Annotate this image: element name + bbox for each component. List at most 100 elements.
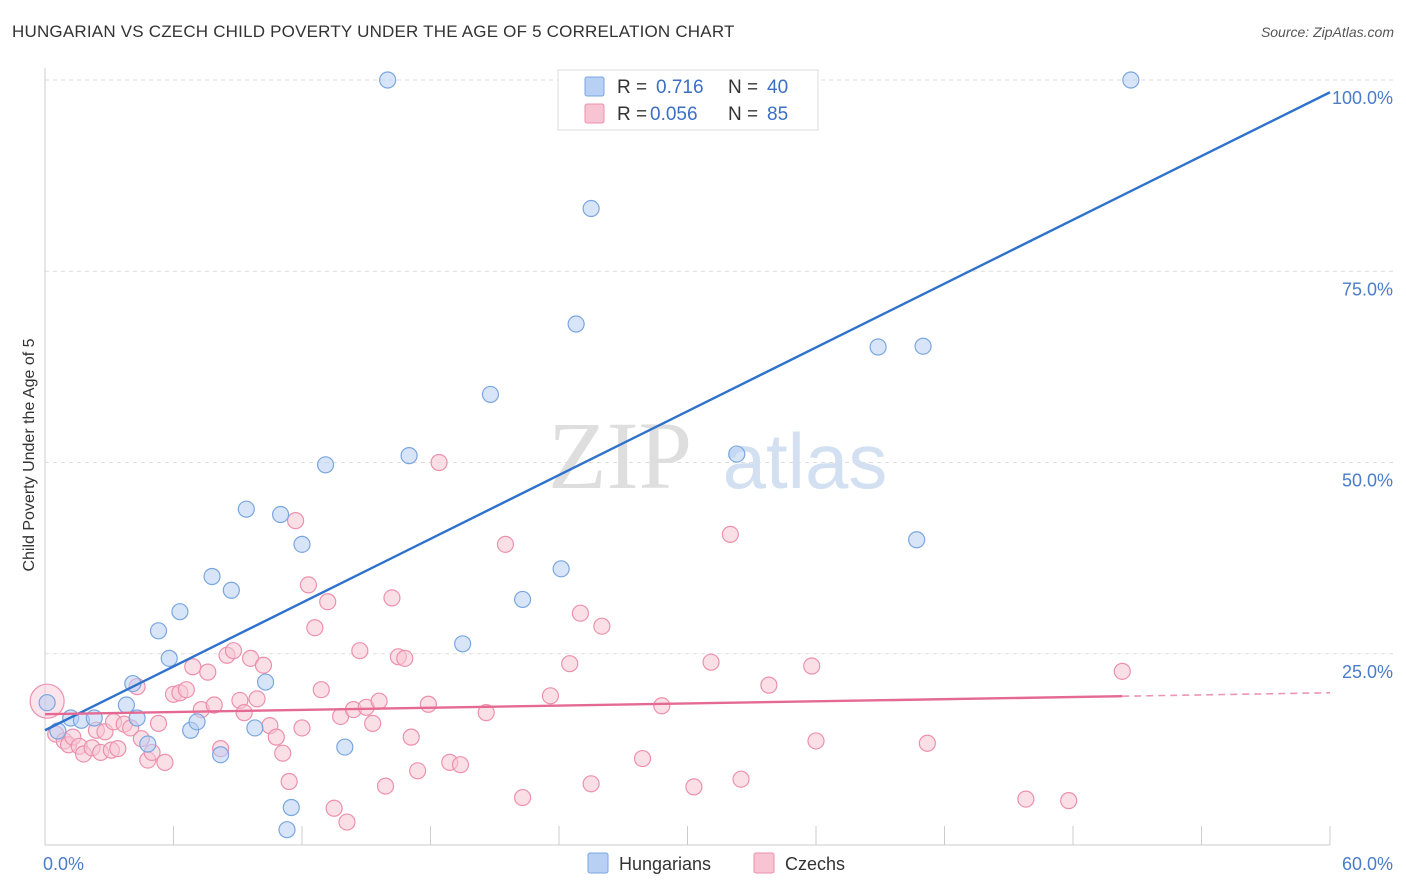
czechs-trend-line [44,695,1123,716]
czechs-point [235,704,253,722]
czechs-trend-extension [1122,691,1331,698]
hungarians-points [38,71,1140,839]
hungarians-point [400,447,418,465]
hungarians-point [908,531,926,549]
czechs-point [312,681,330,699]
bottom-legend-label-czechs: Czechs [785,854,845,874]
czechs-point [496,535,515,553]
czechs-point [370,692,388,710]
czechs-point [582,775,600,793]
bottom-legend: Hungarians Czechs [587,852,845,874]
hungarians-point [278,821,296,839]
y-tick-label: 75.0% [1342,279,1393,299]
legend-r-label: R = [617,77,647,98]
chart-title: HUNGARIAN VS CZECH CHILD POVERTY UNDER T… [12,22,735,41]
czechs-point [477,704,495,722]
czechs-point [280,772,298,791]
czechs-point [513,788,532,807]
czechs-point [1017,790,1035,808]
czechs-point [593,617,611,635]
hungarians-point [282,798,300,817]
czechs-point [299,576,318,594]
czechs-point [224,642,243,660]
czechs-point [451,756,470,774]
trend-lines [44,91,1331,732]
hungarians-trend-line [44,91,1331,732]
hungarians-point [38,694,56,712]
legend-swatch-czechs [584,103,605,124]
czechs-point [918,734,936,752]
hungarians-point [139,735,157,753]
czechs-point [293,719,311,737]
hungarians-point [271,505,290,524]
czechs-point [376,777,395,795]
czechs-point [702,653,720,671]
hungarians-point [160,649,178,667]
czechs-point [760,676,778,694]
czechs-point [1060,792,1078,810]
hungarians-point [1122,71,1140,89]
czechs-point [409,762,427,780]
hungarians-point [246,719,264,737]
stats-legend: R = 0.716 N = 40 R = 0.056 N = 85 [557,69,819,131]
hungarians-point [481,385,500,404]
czechs-point [177,681,195,699]
hungarians-point [869,338,887,356]
czechs-point [306,619,324,637]
czechs-points [29,453,1131,831]
axes [44,68,1331,846]
legend-swatch-hungarians [584,76,605,97]
czechs-point [561,655,579,673]
hungarians-point [567,315,585,333]
hungarians-point [149,622,168,640]
czechs-point [732,770,750,788]
czechs-point [383,589,401,607]
hungarians-point [117,696,135,714]
czechs-point [109,740,127,758]
watermark: ZIP atlas [548,402,887,509]
czechs-point [325,799,343,817]
czechs-point [205,696,223,714]
czechs-point [541,687,560,705]
bottom-legend-swatch-czechs [753,852,775,874]
czechs-point [364,714,382,732]
czechs-point [351,642,369,660]
hungarians-point [212,746,230,764]
czechs-point [156,753,174,771]
hungarians-point [513,590,532,609]
source-label: Source: ZipAtlas.com [1260,24,1394,40]
legend-n-label: N = [728,77,758,98]
bottom-legend-label-hungarians: Hungarians [619,854,711,874]
czechs-point [721,525,739,544]
czechs-point [807,732,825,750]
hungarians-point [914,337,932,355]
hungarians-point [256,673,275,691]
hungarians-point [171,603,189,621]
czechs-point [419,695,437,713]
czechs-point [430,453,448,472]
czechs-point [571,604,590,622]
czechs-point [248,690,266,708]
hungarians-point [552,560,570,578]
czechs-point [149,714,168,732]
hungarians-point [188,713,206,731]
y-tick-label: 50.0% [1342,471,1393,491]
x-tick-label: 60.0% [1342,854,1393,874]
legend-r-value: 0.716 [656,77,704,98]
legend-n-label: N = [728,104,758,125]
hungarians-point [582,199,600,218]
hungarians-point [237,500,255,518]
hungarians-point [454,635,472,653]
czechs-point [319,593,337,611]
czechs-point [685,778,703,796]
x-tick-label: 0.0% [43,854,84,874]
y-tick-label: 25.0% [1342,662,1393,682]
legend-n-value: 85 [767,104,788,125]
hungarians-point [728,445,746,463]
gridlines [45,79,1395,655]
bottom-legend-swatch-hungarians [587,852,609,874]
tick-labels: 100.0% 75.0% 50.0% 25.0% 0.0% 60.0% [43,88,1393,874]
hungarians-point [128,709,146,727]
czechs-point [338,813,356,831]
